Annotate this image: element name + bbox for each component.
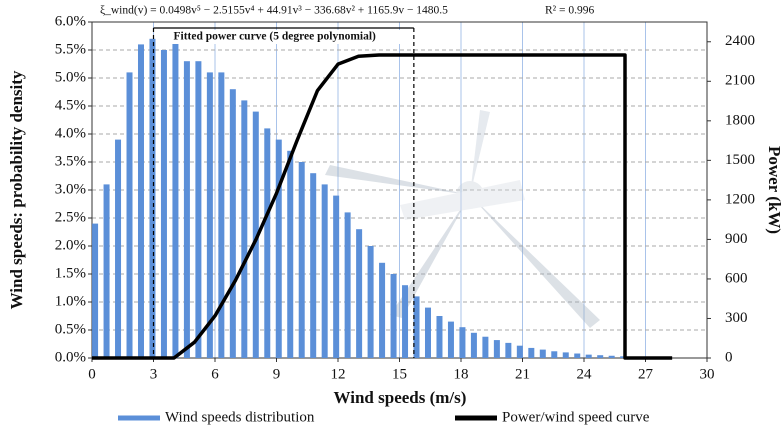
bar — [160, 50, 167, 358]
bar — [126, 72, 133, 359]
bar — [436, 316, 443, 358]
bar — [310, 173, 317, 358]
bar — [92, 223, 99, 358]
bar — [413, 296, 420, 358]
formula: ξ_wind(v) = 0.0498v⁵ − 2.5155v⁴ + 44.91v… — [100, 5, 448, 17]
y2-tick-label: 2400 — [725, 33, 755, 49]
x-tick-label: 12 — [331, 366, 346, 382]
bar — [585, 354, 592, 358]
legend-label: Wind speeds distribution — [165, 409, 315, 425]
bar — [287, 150, 294, 358]
bar — [137, 44, 144, 359]
y-tick-label: 6.0% — [55, 13, 86, 29]
y-tick-label: 1.5% — [55, 265, 86, 281]
bar — [459, 327, 466, 358]
y-tick-label: 2.0% — [55, 237, 86, 253]
y-tick-label: 4.0% — [55, 125, 86, 141]
y2-tick-label: 300 — [725, 310, 748, 326]
y2-tick-label: 1200 — [725, 191, 755, 207]
r-squared: R² = 0.996 — [545, 5, 594, 17]
bar — [275, 139, 282, 358]
bar — [620, 356, 627, 358]
bar — [103, 184, 110, 358]
y-axis-title: Wind speeds: probability density — [7, 70, 26, 309]
y-tick-label: 5.0% — [55, 69, 86, 85]
bar — [195, 61, 202, 358]
bar — [321, 184, 328, 358]
y2-tick-label: 0 — [725, 349, 733, 365]
bar — [447, 321, 454, 358]
bar — [424, 307, 431, 358]
y2-tick-label: 2100 — [725, 73, 755, 89]
bar — [402, 285, 409, 358]
bar — [149, 38, 156, 359]
bar — [264, 128, 271, 358]
plot-frame — [91, 21, 708, 359]
bar — [493, 340, 500, 358]
y-tick-label: 3.0% — [55, 181, 86, 197]
y-tick-label: 2.5% — [55, 209, 86, 225]
y2-tick-label: 1800 — [725, 112, 755, 128]
bar — [241, 100, 248, 359]
bar — [562, 352, 569, 358]
bar — [505, 342, 512, 358]
y-tick-label: 1.0% — [55, 293, 86, 309]
bar — [172, 38, 179, 359]
bar — [115, 139, 122, 358]
bar — [229, 89, 236, 358]
bar — [390, 274, 397, 358]
x-tick-label: 9 — [273, 366, 281, 382]
bar — [333, 195, 340, 358]
x-tick-label: 6 — [211, 366, 219, 382]
bar — [218, 72, 225, 359]
bar — [470, 332, 477, 358]
bar — [367, 246, 374, 358]
bar — [539, 349, 546, 358]
x-tick-label: 15 — [392, 366, 407, 382]
bar — [344, 212, 351, 358]
bar — [298, 162, 305, 358]
x-axis-title: Wind speeds (m/s) — [334, 388, 467, 407]
x-tick-label: 30 — [700, 366, 715, 382]
y2-axis-title: Power (kW) — [765, 146, 783, 234]
y2-tick-label: 900 — [725, 231, 748, 247]
legend-label: Power/wind speed curve — [502, 409, 650, 425]
bar — [597, 355, 604, 358]
bar — [206, 72, 213, 359]
y2-tick-label: 600 — [725, 270, 748, 286]
bar — [516, 345, 523, 358]
bar — [551, 351, 558, 358]
x-tick-label: 3 — [150, 366, 158, 382]
bar — [608, 355, 615, 358]
x-tick-label: 27 — [638, 366, 654, 382]
power-curve — [92, 53, 673, 360]
x-tick-label: 21 — [515, 366, 530, 382]
annotation-text: Fitted power curve (5 degree polynomial) — [174, 31, 377, 43]
bar — [379, 262, 386, 358]
x-tick-label: 24 — [577, 366, 593, 382]
bar — [252, 111, 259, 358]
annotation-bg — [171, 30, 410, 44]
x-tick-label: 18 — [454, 366, 469, 382]
y-tick-label: 0.5% — [55, 321, 86, 337]
y-tick-label: 3.5% — [55, 153, 86, 169]
bar — [574, 353, 581, 358]
x-tick-label: 0 — [88, 366, 96, 382]
y2-tick-label: 1500 — [725, 152, 755, 168]
bar — [183, 61, 190, 358]
bar — [528, 347, 535, 358]
y-tick-label: 0.0% — [55, 349, 86, 365]
y-tick-label: 4.5% — [55, 97, 86, 113]
turbine-illustration — [325, 110, 600, 328]
bar — [356, 229, 363, 358]
bar — [482, 336, 489, 358]
y-tick-label: 5.5% — [55, 41, 86, 57]
